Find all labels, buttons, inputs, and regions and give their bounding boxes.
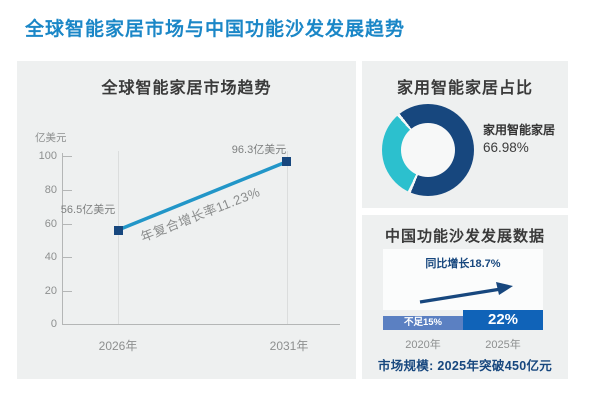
donut-legend-value: 66.98% [483, 140, 529, 155]
x-tick-label-2026: 2026年 [98, 339, 138, 353]
y-tick-mark [63, 224, 72, 225]
gridline-2031 [287, 151, 288, 324]
bar-2025: 22% [463, 310, 543, 330]
y-tick-label-40: 40 [44, 251, 57, 263]
donut-chart [382, 104, 474, 196]
line-chart-panel: 全球智能家居市场趋势 亿美元 100 80 60 40 20 0 56.5亿美元… [17, 61, 356, 379]
y-tick-label-20: 20 [44, 285, 57, 297]
market-size-footer: 市场规模: 2025年突破450亿元 [377, 359, 553, 373]
y-tick-mark [63, 257, 72, 258]
growth-arrow-icon [419, 282, 513, 304]
y-tick-mark [63, 291, 72, 292]
trend-line [117, 160, 287, 232]
y-axis-unit-label: 亿美元 [35, 132, 67, 144]
bar-2020: 不足15% [383, 316, 463, 330]
year-label-2020: 2020年 [405, 339, 441, 351]
point-label-2026: 56.5亿美元 [60, 204, 116, 216]
y-tick-label-0: 0 [50, 318, 57, 330]
gridline-2026 [118, 151, 119, 324]
y-tick-label-60: 60 [44, 218, 57, 230]
donut-legend-name: 家用智能家居 [483, 123, 556, 137]
y-tick-label-100: 100 [38, 150, 57, 162]
growth-rate-label: 同比增长18.7% [425, 258, 501, 270]
page-title: 全球智能家居市场与中国功能沙发发展趋势 [25, 19, 406, 40]
donut-hole [401, 123, 455, 177]
point-label-2031: 96.3亿美元 [231, 144, 287, 156]
donut-chart-title: 家用智能家居占比 [396, 80, 533, 97]
y-tick-label-80: 80 [44, 184, 57, 196]
y-axis-line [62, 153, 63, 325]
donut-chart-panel: 家用智能家居占比 家用智能家居 66.98% [362, 61, 568, 208]
sofa-panel-title: 中国功能沙发发展数据 [384, 228, 545, 245]
data-point-2031 [282, 157, 291, 166]
year-label-2025: 2025年 [485, 339, 521, 351]
data-point-2026 [114, 226, 123, 235]
y-tick-mark [63, 190, 72, 191]
y-tick-mark [63, 156, 72, 157]
x-axis-line [62, 324, 340, 325]
x-tick-label-2031: 2031年 [269, 339, 309, 353]
sofa-data-panel: 中国功能沙发发展数据 同比增长18.7% 不足15% 22% 2020年 202… [362, 215, 568, 379]
growth-chart-box: 同比增长18.7% [383, 249, 543, 310]
line-chart-title: 全球智能家居市场趋势 [101, 80, 272, 97]
